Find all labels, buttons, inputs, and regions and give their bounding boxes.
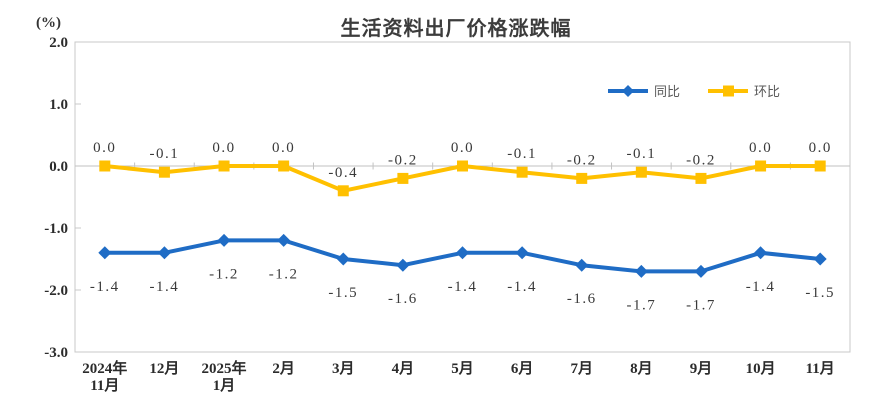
x-tick-label: 6月 bbox=[511, 360, 534, 377]
x-tick-label: 12月 bbox=[149, 360, 179, 377]
x-tick-label: 5月 bbox=[451, 360, 474, 377]
legend-marker-环比 bbox=[723, 85, 734, 97]
y-tick-label: -2.0 bbox=[44, 283, 68, 299]
data-point-marker-环比 bbox=[814, 160, 826, 172]
x-tick-label: 2025年 1月 bbox=[202, 359, 247, 394]
data-point-marker-同比 bbox=[157, 246, 171, 260]
data-point-marker-同比 bbox=[336, 252, 350, 266]
data-label-环比: 0.0 bbox=[749, 140, 772, 156]
data-point-marker-环比 bbox=[635, 166, 647, 178]
data-point-marker-同比 bbox=[217, 233, 231, 247]
data-point-marker-同比 bbox=[575, 258, 589, 272]
y-tick-label: 0.0 bbox=[49, 159, 68, 175]
y-tick-label: -1.0 bbox=[44, 221, 68, 237]
y-tick-label: -3.0 bbox=[44, 345, 68, 361]
y-axis-unit-label: (%) bbox=[36, 15, 61, 31]
chart-title: 生活资料出厂价格涨跌幅 bbox=[340, 18, 572, 40]
data-point-marker-环比 bbox=[516, 166, 528, 178]
data-label-环比: -0.4 bbox=[328, 165, 358, 181]
data-label-环比: -0.1 bbox=[150, 146, 180, 162]
x-tick-label: 4月 bbox=[392, 360, 415, 377]
x-tick-label: 10月 bbox=[746, 360, 776, 377]
data-point-marker-同比 bbox=[396, 258, 410, 272]
data-label-同比: -1.4 bbox=[150, 279, 180, 295]
x-tick-label: 11月 bbox=[806, 360, 835, 377]
data-point-marker-环比 bbox=[576, 172, 588, 184]
data-point-marker-环比 bbox=[99, 160, 111, 172]
legend-label-同比: 同比 bbox=[654, 84, 680, 99]
data-label-环比: -0.1 bbox=[507, 146, 537, 162]
data-label-同比: -1.5 bbox=[805, 285, 835, 301]
data-point-marker-同比 bbox=[456, 246, 469, 260]
data-point-marker-环比 bbox=[218, 160, 230, 172]
data-label-同比: -1.7 bbox=[626, 297, 656, 313]
data-point-marker-同比 bbox=[694, 264, 708, 278]
data-point-marker-环比 bbox=[695, 172, 707, 184]
data-label-环比: -0.2 bbox=[388, 152, 418, 168]
legend-label-环比: 环比 bbox=[754, 84, 780, 99]
data-label-同比: -1.2 bbox=[209, 266, 239, 282]
data-label-同比: -1.2 bbox=[269, 266, 299, 282]
y-tick-label: 2.0 bbox=[49, 35, 68, 51]
x-tick-label: 9月 bbox=[690, 360, 713, 377]
data-label-环比: 0.0 bbox=[212, 140, 235, 156]
data-point-marker-环比 bbox=[755, 160, 767, 172]
data-label-同比: -1.4 bbox=[448, 279, 478, 295]
data-point-marker-同比 bbox=[754, 246, 768, 260]
data-label-同比: -1.4 bbox=[507, 279, 537, 295]
data-point-marker-同比 bbox=[277, 233, 291, 247]
data-label-环比: 0.0 bbox=[809, 140, 832, 156]
plot-border bbox=[74, 41, 851, 353]
data-label-同比: -1.6 bbox=[567, 291, 597, 307]
data-point-marker-环比 bbox=[337, 185, 349, 197]
data-label-同比: -1.4 bbox=[746, 279, 776, 295]
data-label-同比: -1.7 bbox=[686, 297, 716, 313]
y-tick-label: 1.0 bbox=[49, 97, 68, 113]
data-point-marker-环比 bbox=[158, 166, 170, 178]
data-point-marker-环比 bbox=[457, 160, 468, 172]
data-label-环比: 0.0 bbox=[93, 140, 116, 156]
data-point-marker-同比 bbox=[634, 264, 648, 278]
data-label-环比: 0.0 bbox=[451, 140, 474, 156]
data-label-同比: -1.6 bbox=[388, 291, 418, 307]
x-tick-label: 2月 bbox=[272, 360, 295, 377]
data-label-同比: -1.5 bbox=[328, 285, 358, 301]
data-point-marker-同比 bbox=[98, 246, 112, 260]
data-point-marker-环比 bbox=[397, 172, 409, 184]
x-tick-label: 8月 bbox=[630, 360, 653, 377]
data-label-环比: 0.0 bbox=[272, 140, 295, 156]
data-label-环比: -0.2 bbox=[686, 152, 716, 168]
data-point-marker-同比 bbox=[813, 252, 827, 266]
x-tick-label: 3月 bbox=[332, 360, 355, 377]
data-label-同比: -1.4 bbox=[90, 279, 120, 295]
x-tick-label: 2024年 11月 bbox=[82, 359, 127, 394]
data-point-marker-环比 bbox=[278, 160, 290, 172]
data-point-marker-同比 bbox=[515, 246, 529, 260]
data-label-环比: -0.1 bbox=[626, 146, 656, 162]
legend-marker-同比 bbox=[622, 85, 634, 97]
data-label-环比: -0.2 bbox=[567, 152, 597, 168]
x-tick-label: 7月 bbox=[570, 360, 593, 377]
